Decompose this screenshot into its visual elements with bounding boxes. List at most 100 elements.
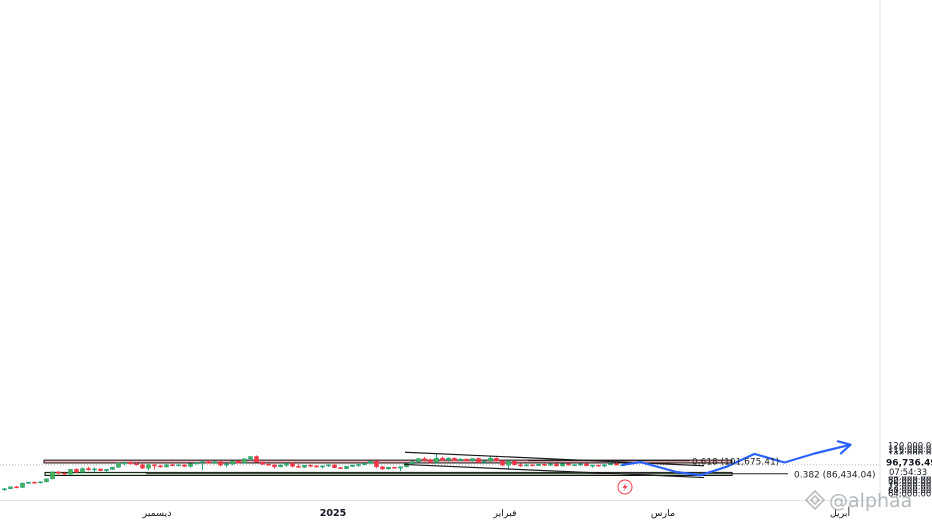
projection-path[interactable] (621, 443, 852, 477)
candle (200, 460, 205, 471)
candle-body-down (596, 464, 601, 467)
candle (602, 464, 607, 468)
candle (596, 464, 601, 467)
candle-body-down (332, 464, 337, 468)
alphaa-logo-icon (804, 489, 826, 511)
candle-body-down (128, 462, 133, 465)
candle (392, 466, 397, 469)
candle-body-up (164, 464, 169, 468)
candle (560, 463, 565, 467)
candle (320, 465, 325, 469)
projection-arrowhead (836, 440, 852, 455)
candle-body-up (386, 466, 391, 470)
watermark-text: @alphaa (829, 490, 912, 512)
candle (134, 462, 139, 466)
candle (254, 455, 259, 463)
candle (248, 456, 253, 461)
candle-body-down (308, 465, 313, 467)
candle-body-up (434, 457, 439, 463)
candle-body-up (212, 461, 217, 464)
candle-body-down (584, 463, 589, 466)
candle-body-up (146, 464, 151, 469)
candle (272, 464, 277, 469)
candle-body-down (374, 460, 379, 468)
candle-body-up (188, 463, 193, 467)
candle-body-up (410, 461, 415, 465)
current-price-label: 96,736.49 (886, 458, 932, 468)
candle (428, 458, 433, 464)
candle (506, 460, 511, 470)
candle-body-down (614, 463, 619, 466)
candle (314, 465, 319, 468)
channel-upper-trendline[interactable] (404, 451, 705, 467)
candle-body-up (416, 458, 421, 462)
candle-body-up (398, 466, 403, 469)
price-tick-label: 120,000.00 (888, 441, 932, 451)
candle-body-up (8, 486, 13, 489)
fib-0382-label: 0.382 (86,434.04) (794, 471, 875, 481)
candle (584, 463, 589, 467)
candle (224, 462, 229, 468)
candle-body-down (380, 466, 385, 470)
candle-body-down (158, 465, 163, 468)
candle-body-down (98, 468, 103, 471)
candle (548, 463, 553, 466)
candle-body-up (20, 482, 25, 488)
candle-body-down (422, 458, 427, 461)
time-axis[interactable]: ديسمبر 2025 فبراير مارس أبريل (0, 500, 880, 520)
candle (554, 463, 559, 467)
candle (236, 460, 241, 464)
candle (542, 463, 547, 466)
candle-body-up (560, 463, 565, 467)
candle (56, 471, 61, 475)
candle-body-up (356, 464, 361, 466)
candle (374, 460, 379, 469)
lightning-icon[interactable] (617, 479, 633, 495)
channel-lower-trendline[interactable] (403, 463, 705, 479)
candle-body-up (50, 471, 55, 480)
price-axis[interactable]: 64,000.0068,000.0072,000.0076,000.0080,0… (879, 0, 932, 500)
candle-body-down (464, 458, 469, 462)
candle (308, 464, 313, 468)
candle (176, 464, 181, 467)
candle (20, 482, 25, 488)
candle (170, 463, 175, 467)
candle-body-up (2, 488, 7, 490)
candle (86, 466, 91, 471)
candle-body-down (512, 460, 517, 465)
candle-body-up (92, 468, 97, 471)
fib-0618-label: 0.618 (101,675.41) (692, 458, 779, 468)
candle-body-up (110, 466, 115, 470)
candle (590, 464, 595, 468)
candle-body-up (302, 465, 307, 468)
candle (98, 468, 103, 472)
time-tick-label: أبريل (830, 506, 851, 519)
candle (512, 460, 517, 466)
candle-body-up (446, 457, 451, 461)
candle-body-up (248, 456, 253, 460)
candle (452, 457, 457, 461)
time-tick-label: ديسمبر (142, 508, 172, 519)
candle (38, 481, 43, 484)
candle-body-down (314, 465, 319, 468)
candle-body-up (194, 462, 199, 465)
candle (332, 464, 337, 469)
candle (152, 464, 157, 470)
candle-body-down (170, 464, 175, 466)
candle-body-up (506, 460, 511, 466)
countdown-label: 07:54:33 (889, 468, 927, 478)
candle-body-up (488, 457, 493, 462)
candle-body-up (590, 464, 595, 467)
candle-body-up (26, 482, 31, 484)
candle (218, 461, 223, 467)
candle-body-up (344, 466, 349, 469)
candle-body-down (272, 464, 277, 468)
resistance-zone[interactable] (43, 459, 733, 464)
candle (278, 464, 283, 468)
candle (62, 472, 67, 475)
candle-body-up (278, 464, 283, 468)
candle (470, 458, 475, 462)
candle (530, 464, 535, 467)
candle-body-up (116, 462, 121, 468)
